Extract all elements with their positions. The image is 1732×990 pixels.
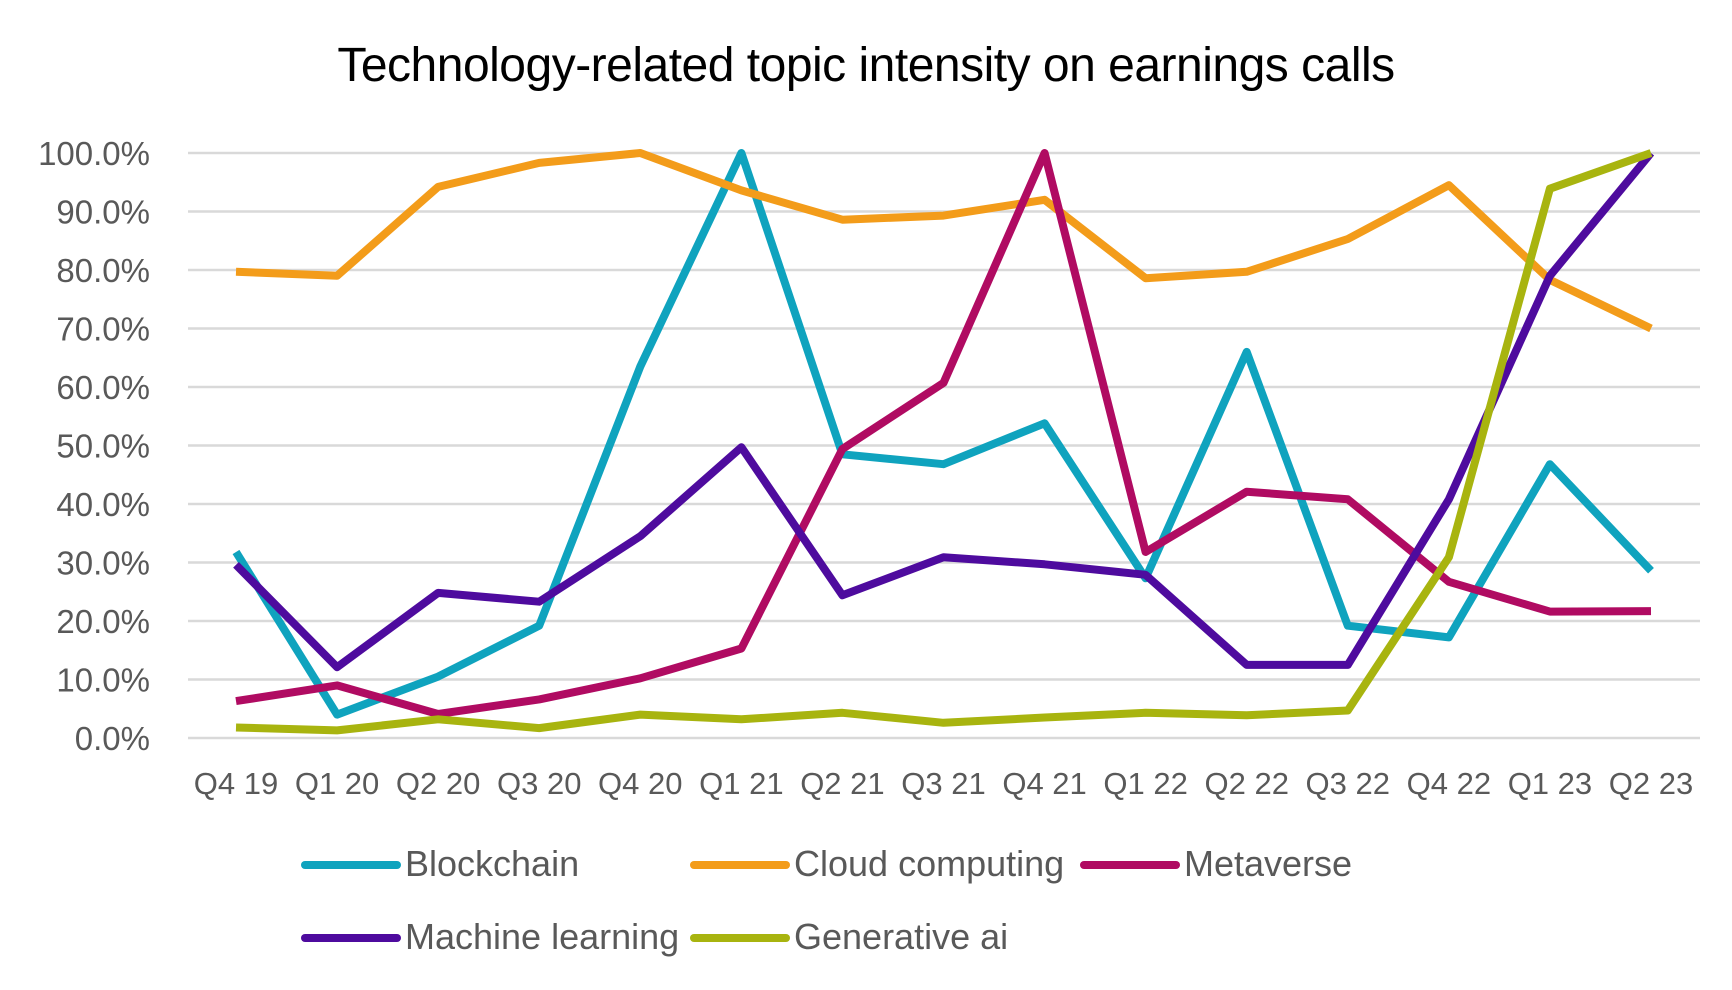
y-tick-label: 50.0%: [56, 428, 150, 465]
y-tick-label: 90.0%: [56, 194, 150, 231]
legend-label-generative-ai: Generative ai: [794, 916, 1008, 957]
x-axis: Q4 19 Q1 20 Q2 20 Q3 20 Q4 20 Q1 21 Q2 21 Q3 21…: [194, 766, 1693, 801]
legend-label-metaverse: Metaverse: [1184, 843, 1352, 884]
x-tick-label: Q1 22: [1103, 766, 1187, 801]
y-tick-label: 100.0%: [38, 135, 150, 172]
series-lines: [232, 149, 1655, 735]
series-line-cloud-computing: [235, 149, 1653, 333]
y-tick-label: 40.0%: [56, 486, 150, 523]
x-tick-label: Q1 23: [1508, 766, 1592, 801]
y-tick-label: 0.0%: [75, 720, 150, 757]
y-tick-label: 20.0%: [56, 603, 150, 640]
x-tick-label: Q2 20: [396, 766, 480, 801]
x-tick-label: Q4 21: [1002, 766, 1086, 801]
x-tick-label: Q3 20: [497, 766, 581, 801]
y-tick-label: 70.0%: [56, 311, 150, 348]
series-line-machine-learning: [233, 150, 1655, 672]
x-tick-label: Q4 19: [194, 766, 278, 801]
x-tick-label: Q4 22: [1407, 766, 1491, 801]
y-tick-label: 30.0%: [56, 545, 150, 582]
x-tick-label: Q1 20: [295, 766, 379, 801]
x-tick-label: Q2 23: [1609, 766, 1693, 801]
y-tick-label: 80.0%: [56, 252, 150, 289]
series-line-metaverse: [235, 149, 1652, 718]
legend-label-blockchain: Blockchain: [405, 843, 579, 884]
legend-label-machine-learning: Machine learning: [405, 916, 679, 957]
x-tick-label: Q2 22: [1204, 766, 1288, 801]
x-tick-label: Q4 20: [598, 766, 682, 801]
x-tick-label: Q2 21: [800, 766, 884, 801]
series-line-generative-ai: [235, 149, 1653, 735]
y-tick-label: 60.0%: [56, 369, 150, 406]
legend: Blockchain Cloud computing Metaverse Machin…: [301, 843, 1352, 957]
legend-label-cloud-computing: Cloud computing: [794, 843, 1064, 884]
x-tick-label: Q3 21: [901, 766, 985, 801]
y-tick-label: 10.0%: [56, 662, 150, 699]
x-tick-label: Q3 22: [1306, 766, 1390, 801]
y-axis: 0.0% 10.0% 20.0% 30.0% 40.0% 50.0% 60.0% 70.0% 8…: [38, 135, 150, 757]
series-line-blockchain: [232, 149, 1654, 719]
x-tick-label: Q1 21: [699, 766, 783, 801]
chart-title: Technology-related topic intensity on ea…: [337, 39, 1395, 92]
